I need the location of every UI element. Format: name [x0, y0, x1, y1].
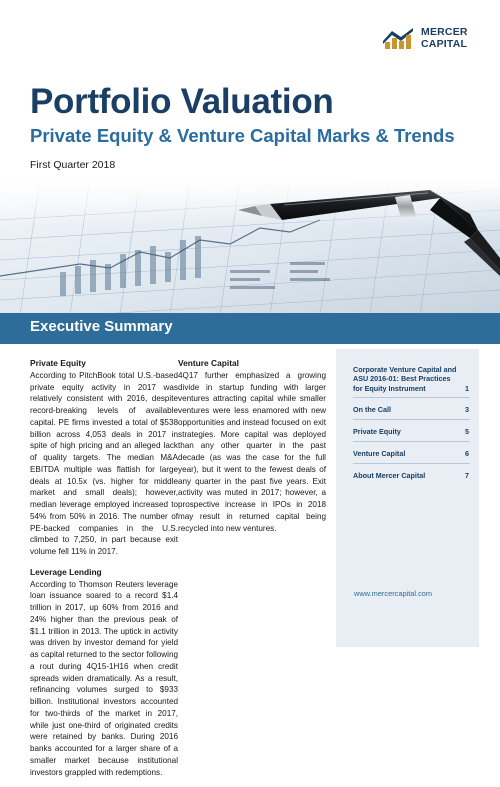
mercer-capital-logo: MERCER CAPITAL	[381, 25, 481, 51]
logo-mark-icon	[383, 28, 413, 49]
toc-item-label: Private Equity	[353, 427, 401, 436]
hero-chart-pen-illustration	[0, 180, 500, 315]
toc-item-page: 5	[465, 427, 469, 436]
toc-item-page: 6	[465, 449, 469, 458]
toc-item-corporate-vc[interactable]: Corporate Venture Capital and ASU 2016-0…	[353, 365, 474, 393]
vc-paragraph: 4Q17 further emphasized a growing divide…	[178, 370, 326, 533]
toc-divider	[353, 397, 470, 398]
section-band: Executive Summary	[0, 313, 500, 344]
pen-icon	[238, 190, 500, 276]
toc-item-about-mercer[interactable]: About Mercer Capital 7	[353, 471, 474, 480]
ll-paragraph: According to Thomson Reuters leverage lo…	[30, 579, 178, 777]
issue-date: First Quarter 2018	[30, 159, 116, 171]
vc-heading: Venture Capital	[178, 358, 239, 368]
pe-paragraph: According to PitchBook total U.S.-based …	[30, 370, 178, 556]
toc-item-label: On the Call	[353, 405, 391, 414]
body-column-left: Private Equity According to PitchBook to…	[30, 358, 178, 787]
logo-line-1: MERCER	[421, 26, 468, 38]
toc-divider	[353, 441, 470, 442]
pe-heading: Private Equity	[30, 358, 86, 368]
toc-item-page: 1	[465, 383, 469, 393]
toc-item-label: Corporate Venture Capital and ASU 2016-0…	[353, 365, 457, 393]
ll-heading: Leverage Lending	[30, 566, 102, 577]
website-link[interactable]: www.mercercapital.com	[354, 589, 433, 598]
toc-item-label: Venture Capital	[353, 449, 406, 458]
logo-line-2: CAPITAL	[421, 38, 468, 50]
body-column-middle: Venture Capital 4Q17 further emphasized …	[178, 358, 326, 543]
toc-divider	[353, 463, 470, 464]
toc-item-private-equity[interactable]: Private Equity 5	[353, 427, 474, 436]
hero-image	[0, 180, 500, 315]
toc-item-on-the-call[interactable]: On the Call 3	[353, 405, 474, 414]
toc-divider	[353, 419, 470, 420]
section-title: Executive Summary	[30, 318, 173, 335]
toc-item-page: 7	[465, 471, 469, 480]
logo-text: MERCER CAPITAL	[421, 26, 468, 50]
page-title: Portfolio Valuation	[30, 82, 334, 121]
page-subtitle: Private Equity & Venture Capital Marks &…	[30, 125, 455, 146]
toc-item-venture-capital[interactable]: Venture Capital 6	[353, 449, 474, 458]
toc-item-label: About Mercer Capital	[353, 471, 426, 480]
toc-item-page: 3	[465, 405, 469, 414]
table-of-contents: Corporate Venture Capital and ASU 2016-0…	[336, 349, 479, 647]
